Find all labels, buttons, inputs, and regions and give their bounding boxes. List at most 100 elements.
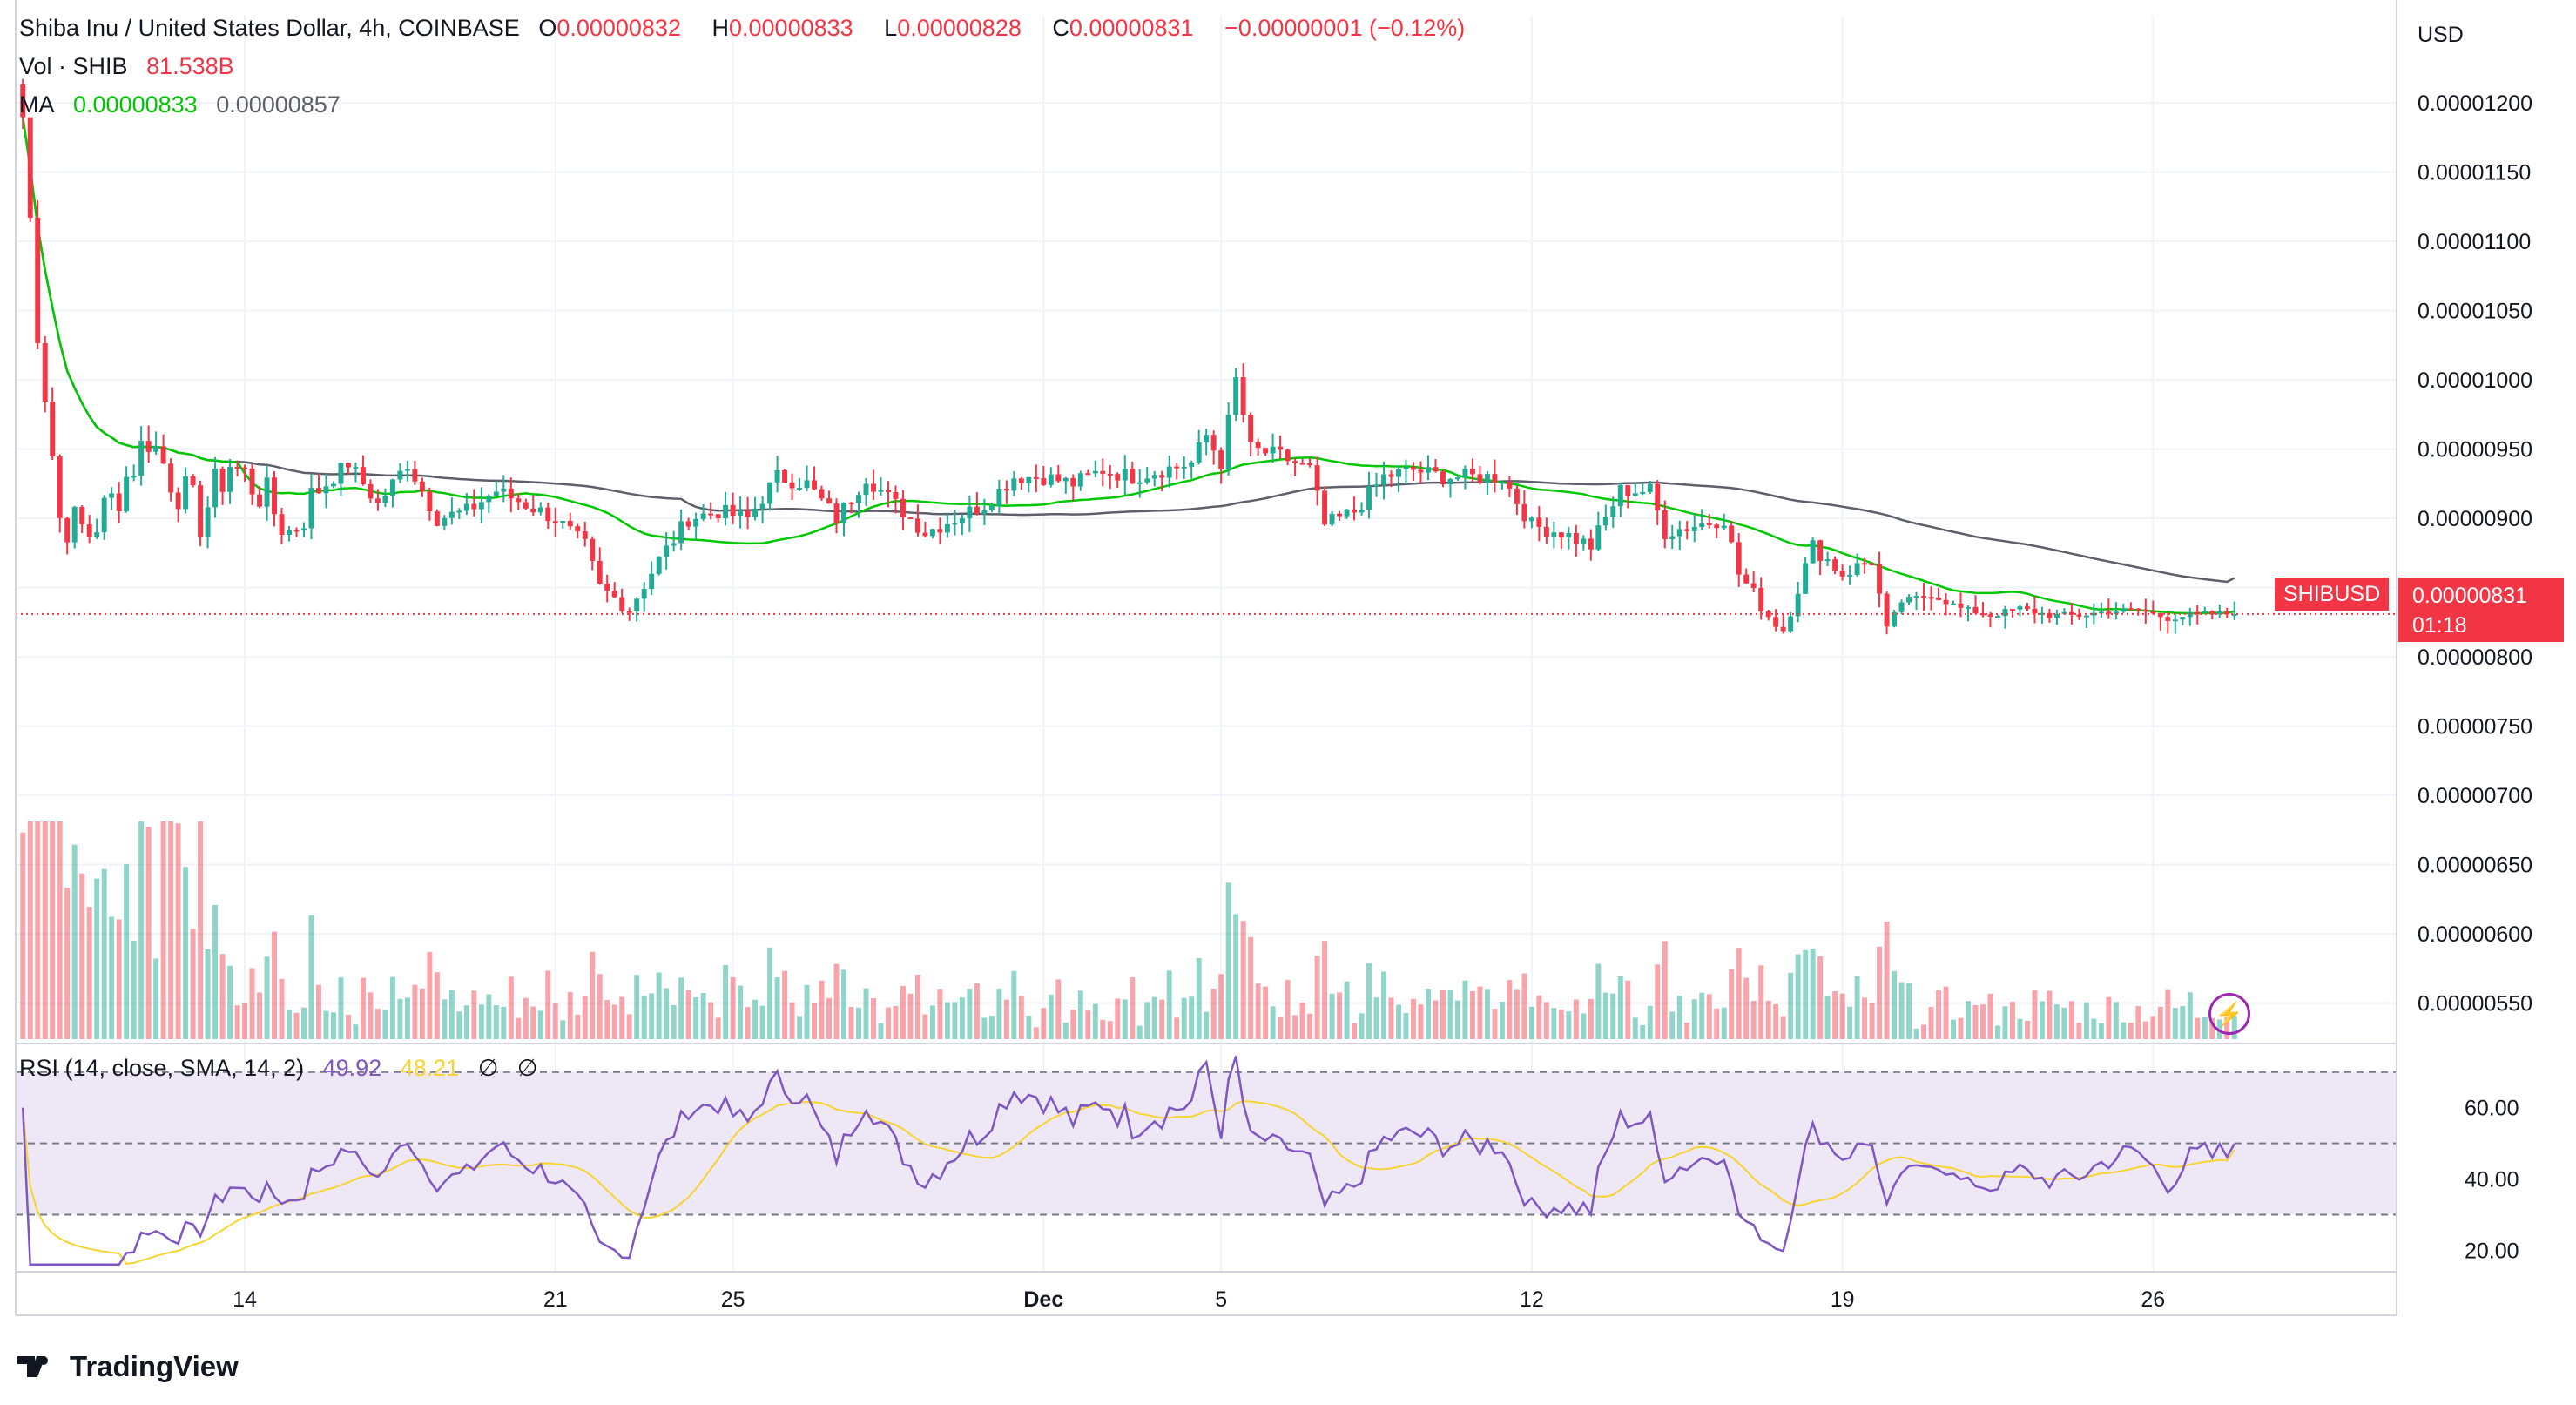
candle-body <box>338 463 344 484</box>
volume-bar <box>1396 1004 1401 1039</box>
volume-bar <box>988 1016 995 1039</box>
volume-bar <box>1913 1028 1919 1039</box>
volume-bar <box>2150 1016 2156 1039</box>
volume-legend[interactable]: Vol · SHIB 81.538B <box>19 51 246 82</box>
candle-body <box>404 469 410 471</box>
volume-bar <box>1884 921 1890 1039</box>
volume-bar <box>1329 993 1335 1039</box>
volume-bar <box>1536 995 1542 1039</box>
candle-body <box>1921 596 1927 598</box>
candle-body <box>212 469 219 508</box>
symbol-title[interactable]: Shiba Inu / United States Dollar, 4h, CO… <box>19 15 520 41</box>
candle-body <box>1958 603 1964 608</box>
volume-bar <box>50 821 56 1039</box>
price-tick-label: 0.00001200 <box>2418 91 2532 116</box>
volume-bar <box>1847 1006 1853 1039</box>
volume-bar <box>664 988 670 1039</box>
volume-bar <box>1366 963 1372 1039</box>
tv-logo-icon <box>17 1356 48 1377</box>
volume-bar <box>1492 1009 1498 1039</box>
candle-body <box>1292 461 1298 463</box>
candle-body <box>2180 617 2186 620</box>
candle-body <box>79 507 85 525</box>
volume-bar <box>338 977 344 1039</box>
rsi-legend[interactable]: RSI (14, close, SMA, 14, 2) 49.92 48.21 … <box>19 1052 550 1084</box>
tradingview-logo[interactable]: TradingView <box>17 1350 239 1383</box>
candle-body <box>885 490 891 493</box>
candle-body <box>2157 612 2163 618</box>
candle-body <box>1610 506 1616 517</box>
candle-body <box>1314 465 1320 491</box>
time-tick-label: 12 <box>1520 1287 1544 1312</box>
volume-bar <box>138 821 145 1039</box>
volume-bar <box>109 916 115 1039</box>
candle-body <box>907 517 914 519</box>
volume-bar <box>1581 1013 1587 1039</box>
candle-body <box>523 502 529 509</box>
candle-body <box>1795 593 1801 617</box>
volume-bar <box>205 949 211 1039</box>
volume-bar <box>1240 921 1246 1039</box>
candle-body <box>2202 611 2208 613</box>
volume-bar <box>501 1006 507 1039</box>
candle-body <box>501 488 507 492</box>
candle-body <box>1352 509 1358 513</box>
candle-body <box>1994 616 2000 618</box>
volume-bar <box>782 970 788 1039</box>
candle-body <box>1773 617 1779 627</box>
candle-body <box>448 511 455 518</box>
volume-bar <box>1285 980 1291 1039</box>
lightning-icon[interactable]: ⚡ <box>2208 993 2250 1035</box>
volume-bar <box>959 997 965 1039</box>
candle-body <box>1373 484 1379 487</box>
volume-label: Vol · SHIB <box>19 53 128 79</box>
volume-bar <box>1987 993 1993 1039</box>
rsi-sma-line <box>22 1100 2235 1265</box>
volume-bar <box>1632 1017 1638 1039</box>
volume-bar <box>1484 989 1490 1039</box>
volume-bar <box>2098 1023 2104 1039</box>
candle-body <box>752 508 759 517</box>
volume-bar <box>71 844 78 1039</box>
volume-bar <box>2121 1022 2127 1039</box>
candle-body <box>1647 483 1653 492</box>
volume-bar <box>404 997 410 1039</box>
ma-legend[interactable]: MA 0.00000833 0.00000857 <box>19 89 353 120</box>
volume-bar <box>412 984 418 1039</box>
candle-body <box>1736 542 1742 575</box>
candle-body <box>1026 476 1032 483</box>
candle-body <box>759 503 765 509</box>
candle-body <box>929 529 935 537</box>
volume-bar <box>1130 977 1136 1039</box>
volume-bar <box>1892 970 1898 1039</box>
candle-body <box>981 510 988 515</box>
volume-bar <box>641 996 647 1039</box>
candle-body <box>848 502 854 504</box>
volume-bar <box>907 993 914 1039</box>
candle-body <box>2053 613 2060 618</box>
volume-bar <box>1810 948 1816 1039</box>
rsi-value: 49.92 <box>322 1055 382 1081</box>
candle-body <box>35 217 41 343</box>
volume-bar <box>293 1012 300 1039</box>
candle-body <box>101 497 107 533</box>
time-tick-label: 21 <box>543 1287 568 1312</box>
volume-bar <box>863 988 869 1039</box>
candle-body <box>678 521 684 544</box>
volume-bar <box>2128 1023 2134 1039</box>
candle-body <box>463 503 469 511</box>
candle-body <box>493 491 499 496</box>
volume-bar <box>804 984 810 1039</box>
candle-body <box>2231 613 2237 616</box>
candle-body <box>693 518 699 527</box>
volume-bar <box>2172 1007 2178 1039</box>
volume-bar <box>1322 941 1328 1039</box>
candle-body <box>2135 608 2141 611</box>
candle-body <box>1951 603 1956 605</box>
volume-bar <box>1736 948 1742 1039</box>
ohlc-legend: Shiba Inu / United States Dollar, 4h, CO… <box>19 15 1466 41</box>
candle-body <box>700 513 706 519</box>
volume-value: 81.538B <box>146 53 234 79</box>
candle-body <box>2172 619 2178 622</box>
